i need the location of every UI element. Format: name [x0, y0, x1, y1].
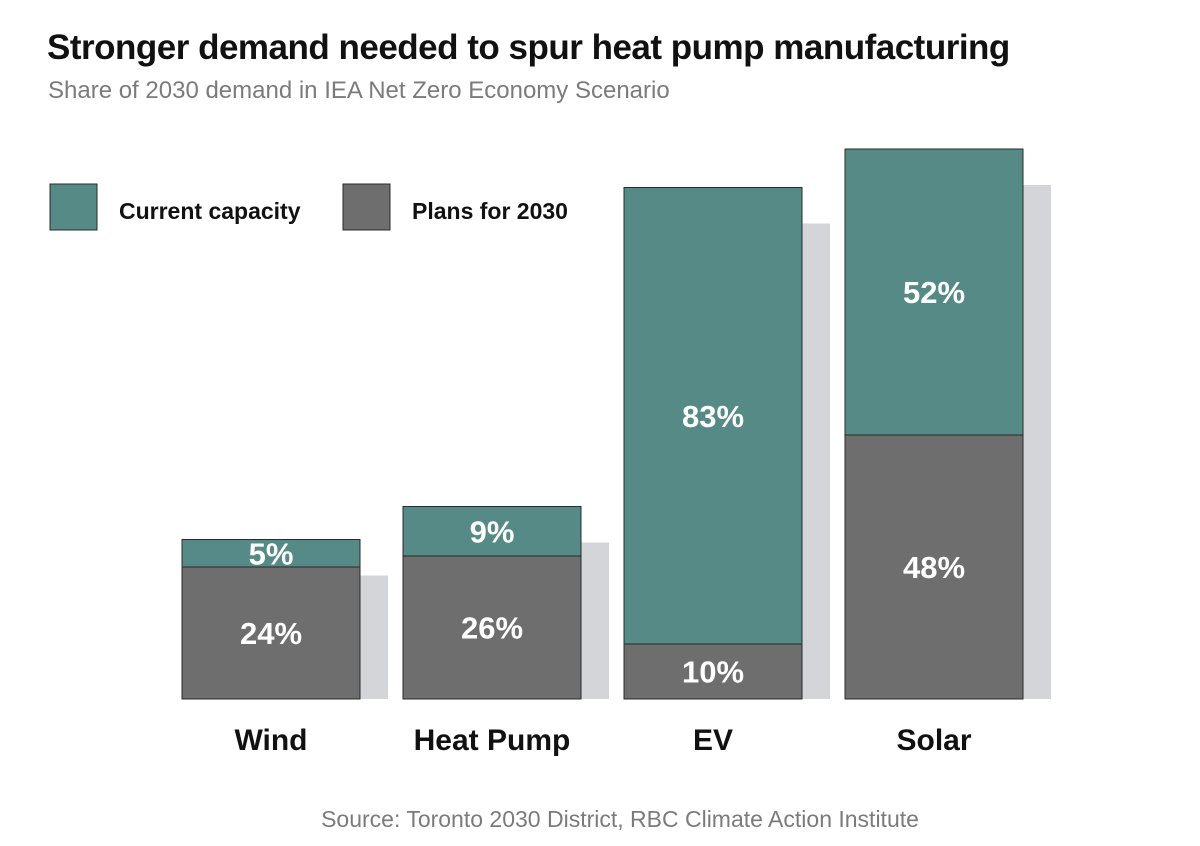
legend: Current capacity Plans for 2030	[49, 183, 568, 231]
bar-wind-current-capacity	[181, 539, 361, 568]
bar-ev-plans-for-2030	[623, 643, 803, 700]
data-label-solar-current-capacity: 52%	[903, 275, 965, 310]
data-label-heat-pump-current-capacity: 9%	[470, 514, 515, 549]
bar-wind-plans-for-2030	[181, 566, 361, 700]
data-label-heat-pump-plans-for-2030: 26%	[461, 611, 523, 646]
bar-solar-plans-for-2030	[844, 434, 1024, 700]
chart-title: Stronger demand needed to spur heat pump…	[47, 28, 1010, 67]
bar-solar-current-capacity	[844, 148, 1024, 436]
legend-label-plans-2030: Plans for 2030	[412, 198, 568, 224]
chart-source: Source: Toronto 2030 District, RBC Clima…	[321, 806, 919, 832]
category-label-ev: EV	[693, 724, 733, 757]
legend-swatch-current-capacity	[49, 183, 98, 231]
data-label-wind-current-capacity: 5%	[249, 536, 294, 571]
data-label-solar-plans-for-2030: 48%	[903, 550, 965, 585]
category-label-wind: Wind	[234, 724, 307, 757]
legend-swatch-plans-2030	[342, 183, 391, 231]
bar-heat-pump-current-capacity	[402, 506, 582, 557]
chart-subtitle: Share of 2030 demand in IEA Net Zero Eco…	[48, 77, 670, 104]
category-label-heat-pump: Heat Pump	[414, 724, 571, 757]
category-label-solar: Solar	[896, 724, 971, 757]
legend-label-current-capacity: Current capacity	[119, 198, 301, 224]
data-label-ev-plans-for-2030: 10%	[682, 655, 744, 690]
data-label-ev-current-capacity: 83%	[682, 399, 744, 434]
data-label-wind-plans-for-2030: 24%	[240, 616, 302, 651]
bar-ev-current-capacity	[623, 187, 803, 645]
